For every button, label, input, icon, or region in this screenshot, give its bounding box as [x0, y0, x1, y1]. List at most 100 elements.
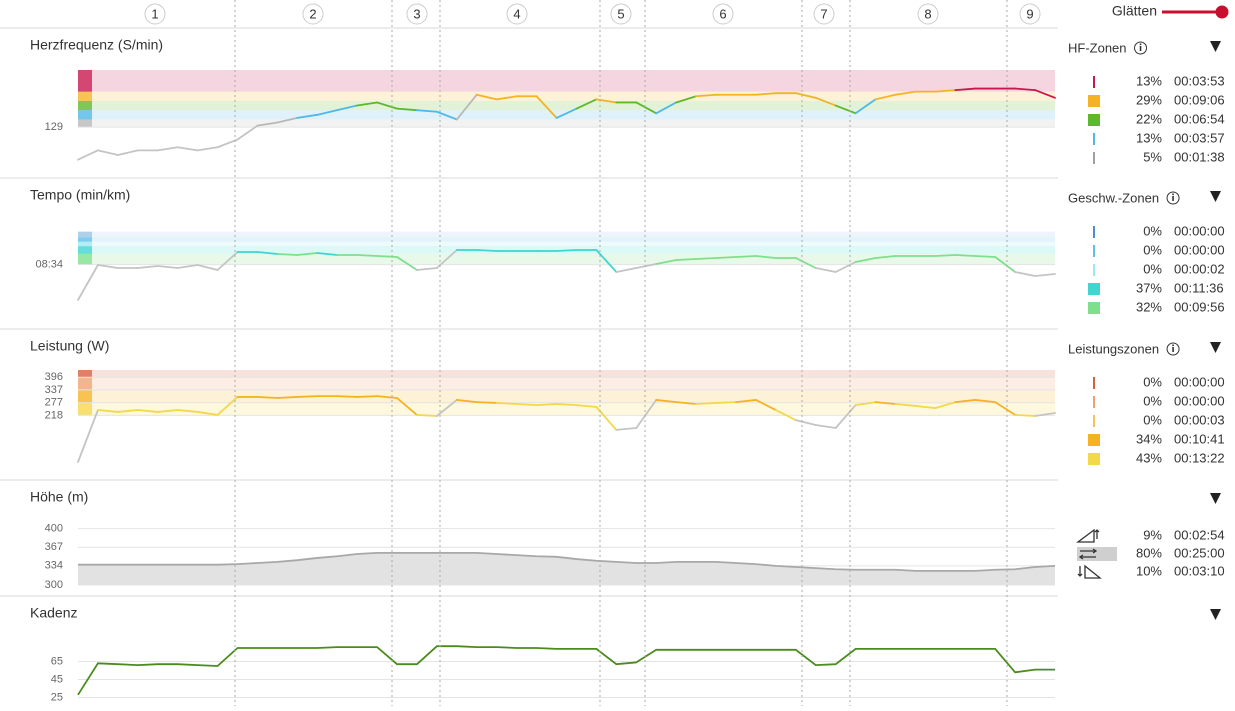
- line-segment: [834, 261, 857, 273]
- zone-band: [78, 237, 1055, 242]
- line-segment: [615, 427, 638, 431]
- lap-marker[interactable]: [1019, 3, 1041, 25]
- smoothing-knob[interactable]: [1215, 5, 1229, 19]
- zone-time: 00:10:41: [1174, 431, 1225, 446]
- line-segment: [595, 98, 618, 104]
- zone-band: [78, 402, 1055, 416]
- info-icon[interactable]: [1166, 191, 1180, 205]
- zone-band: [78, 70, 1055, 92]
- line-segment: [914, 405, 937, 409]
- zone-swatch: [1093, 264, 1095, 276]
- line-segment: [116, 149, 139, 156]
- line-segment: [256, 121, 279, 127]
- line-segment: [735, 399, 757, 403]
- line-segment: [675, 95, 698, 104]
- zone-percent: 0%: [1143, 261, 1162, 276]
- panel-title: Höhe (m): [30, 489, 88, 505]
- line-segment: [974, 255, 997, 258]
- line-segment: [1034, 89, 1056, 99]
- y-tick-label: 25: [51, 691, 63, 703]
- lap-marker[interactable]: [406, 3, 428, 25]
- panel-menu[interactable]: [1210, 493, 1221, 504]
- line-segment: [435, 399, 458, 417]
- line-segment: [475, 93, 498, 101]
- panel-menu[interactable]: [1210, 41, 1221, 52]
- info-icon-dot: [1172, 193, 1174, 196]
- info-icon-bar: [1172, 347, 1174, 352]
- line-segment: [515, 403, 538, 406]
- line-segment: [1014, 271, 1036, 277]
- zone-percent: 80%: [1136, 545, 1162, 560]
- panel-menu[interactable]: [1210, 342, 1221, 353]
- zone-percent: 29%: [1136, 92, 1162, 107]
- zone-strip: [78, 70, 92, 92]
- zone-strip: [78, 241, 92, 247]
- line-segment: [1014, 414, 1036, 417]
- line-segment: [376, 395, 398, 399]
- line-segment: [416, 109, 438, 113]
- line-segment: [455, 93, 478, 121]
- line-segment: [176, 264, 199, 269]
- line-segment: [615, 267, 638, 273]
- line-segment: [196, 264, 219, 271]
- line-segment: [535, 95, 558, 119]
- line-segment: [994, 256, 1017, 273]
- line-segment: [755, 92, 777, 96]
- lap-marker[interactable]: [610, 3, 632, 25]
- lap-marker[interactable]: [506, 3, 528, 25]
- info-icon[interactable]: [1166, 342, 1180, 356]
- zone-band: [78, 389, 1055, 403]
- line-segment: [176, 146, 199, 152]
- zone-percent: 22%: [1136, 111, 1162, 126]
- zone-percent: 0%: [1143, 242, 1162, 257]
- slope-icon: [1077, 564, 1102, 579]
- zone-swatch: [1088, 434, 1100, 446]
- y-tick-label: 65: [51, 655, 63, 667]
- lap-number: 7: [820, 6, 827, 21]
- zone-swatch: [1093, 245, 1095, 257]
- zone-title: HF-Zonen: [1068, 40, 1127, 55]
- zone-time: 00:03:53: [1174, 73, 1225, 88]
- line-segment: [874, 401, 897, 405]
- line-segment: [635, 399, 658, 429]
- lap-marker[interactable]: [144, 3, 166, 25]
- line-segment: [256, 251, 279, 255]
- info-icon-bar: [1139, 46, 1142, 51]
- line: [77, 645, 1055, 696]
- line-segment: [1034, 412, 1056, 417]
- panel-menu[interactable]: [1210, 191, 1221, 202]
- line-segment: [575, 404, 598, 408]
- line-segment: [196, 146, 219, 152]
- line-segment: [156, 146, 179, 152]
- zone-swatch: [1088, 283, 1100, 295]
- zone-strip: [78, 389, 92, 403]
- lap-marker[interactable]: [813, 3, 835, 25]
- lap-number: 1: [151, 6, 158, 21]
- line-segment: [794, 257, 817, 269]
- line-segment: [1014, 87, 1036, 91]
- lap-marker[interactable]: [302, 3, 324, 25]
- line-segment: [176, 409, 199, 413]
- line-segment: [695, 402, 717, 405]
- zone-band: [78, 231, 1055, 238]
- lap-marker[interactable]: [712, 3, 734, 25]
- zone-time: 00:02:54: [1174, 527, 1225, 542]
- zone-time: 00:00:00: [1174, 242, 1225, 257]
- line-segment: [854, 98, 877, 115]
- zone-strip: [78, 370, 92, 378]
- lap-marker[interactable]: [917, 3, 939, 25]
- panel-menu[interactable]: [1210, 609, 1221, 620]
- zone-swatch: [1088, 95, 1100, 107]
- info-icon[interactable]: [1134, 41, 1148, 55]
- zone-time: 00:09:06: [1174, 92, 1225, 107]
- line-segment: [336, 104, 359, 112]
- panel-title: Kadenz: [30, 605, 77, 621]
- zone-swatch: [1088, 453, 1100, 465]
- zone-percent: 0%: [1143, 374, 1162, 389]
- zone-band: [78, 370, 1055, 378]
- zone-percent: 9%: [1143, 527, 1162, 542]
- line-segment: [814, 424, 837, 429]
- zone-swatch: [1088, 114, 1100, 126]
